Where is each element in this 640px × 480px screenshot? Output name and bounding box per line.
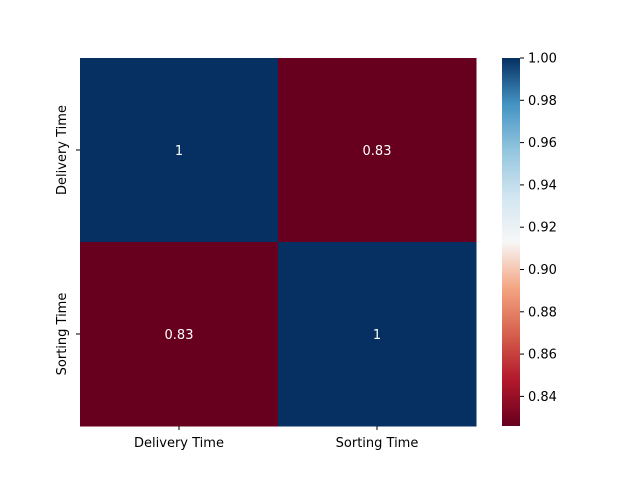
colorbar-tick-label: 0.98 [528, 94, 557, 109]
colorbar-tick-label: 0.94 [528, 178, 557, 193]
y-tick-label: Sorting Time [55, 293, 70, 376]
colorbar-tick-label: 0.90 [528, 263, 557, 278]
x-tick-label: Sorting Time [336, 436, 419, 451]
colorbar-tick-label: 0.96 [528, 136, 557, 151]
colorbar-tick-label: 0.86 [528, 348, 557, 363]
colorbar-ticks: 0.84 0.86 0.88 0.90 0.92 0.94 0.96 0.98 1.00 [520, 52, 557, 405]
colorbar-tick-label: 0.92 [528, 221, 557, 236]
colorbar-gradient [502, 58, 520, 426]
cell-annotation: 0.83 [363, 144, 392, 159]
heatmap-annotations: 1 0.83 0.83 1 [165, 144, 392, 343]
x-tick-label: Delivery Time [134, 436, 224, 451]
heatmap-cell [80, 58, 279, 243]
heatmap-cell [80, 242, 279, 427]
colorbar [502, 58, 520, 426]
colorbar-tick-label: 0.88 [528, 305, 557, 320]
heatmap-cells [80, 58, 477, 427]
y-axis: Delivery Time Sorting Time [55, 105, 80, 375]
colorbar-tick-label: 0.84 [528, 390, 557, 405]
heatmap-cell [278, 58, 477, 243]
heatmap-cell [278, 242, 477, 427]
cell-annotation: 1 [373, 328, 381, 343]
y-tick-label: Delivery Time [55, 105, 70, 195]
colorbar-tick-label: 1.00 [528, 52, 557, 67]
cell-annotation: 1 [175, 144, 183, 159]
cell-annotation: 0.83 [165, 328, 194, 343]
x-axis: Delivery Time Sorting Time [134, 426, 418, 451]
